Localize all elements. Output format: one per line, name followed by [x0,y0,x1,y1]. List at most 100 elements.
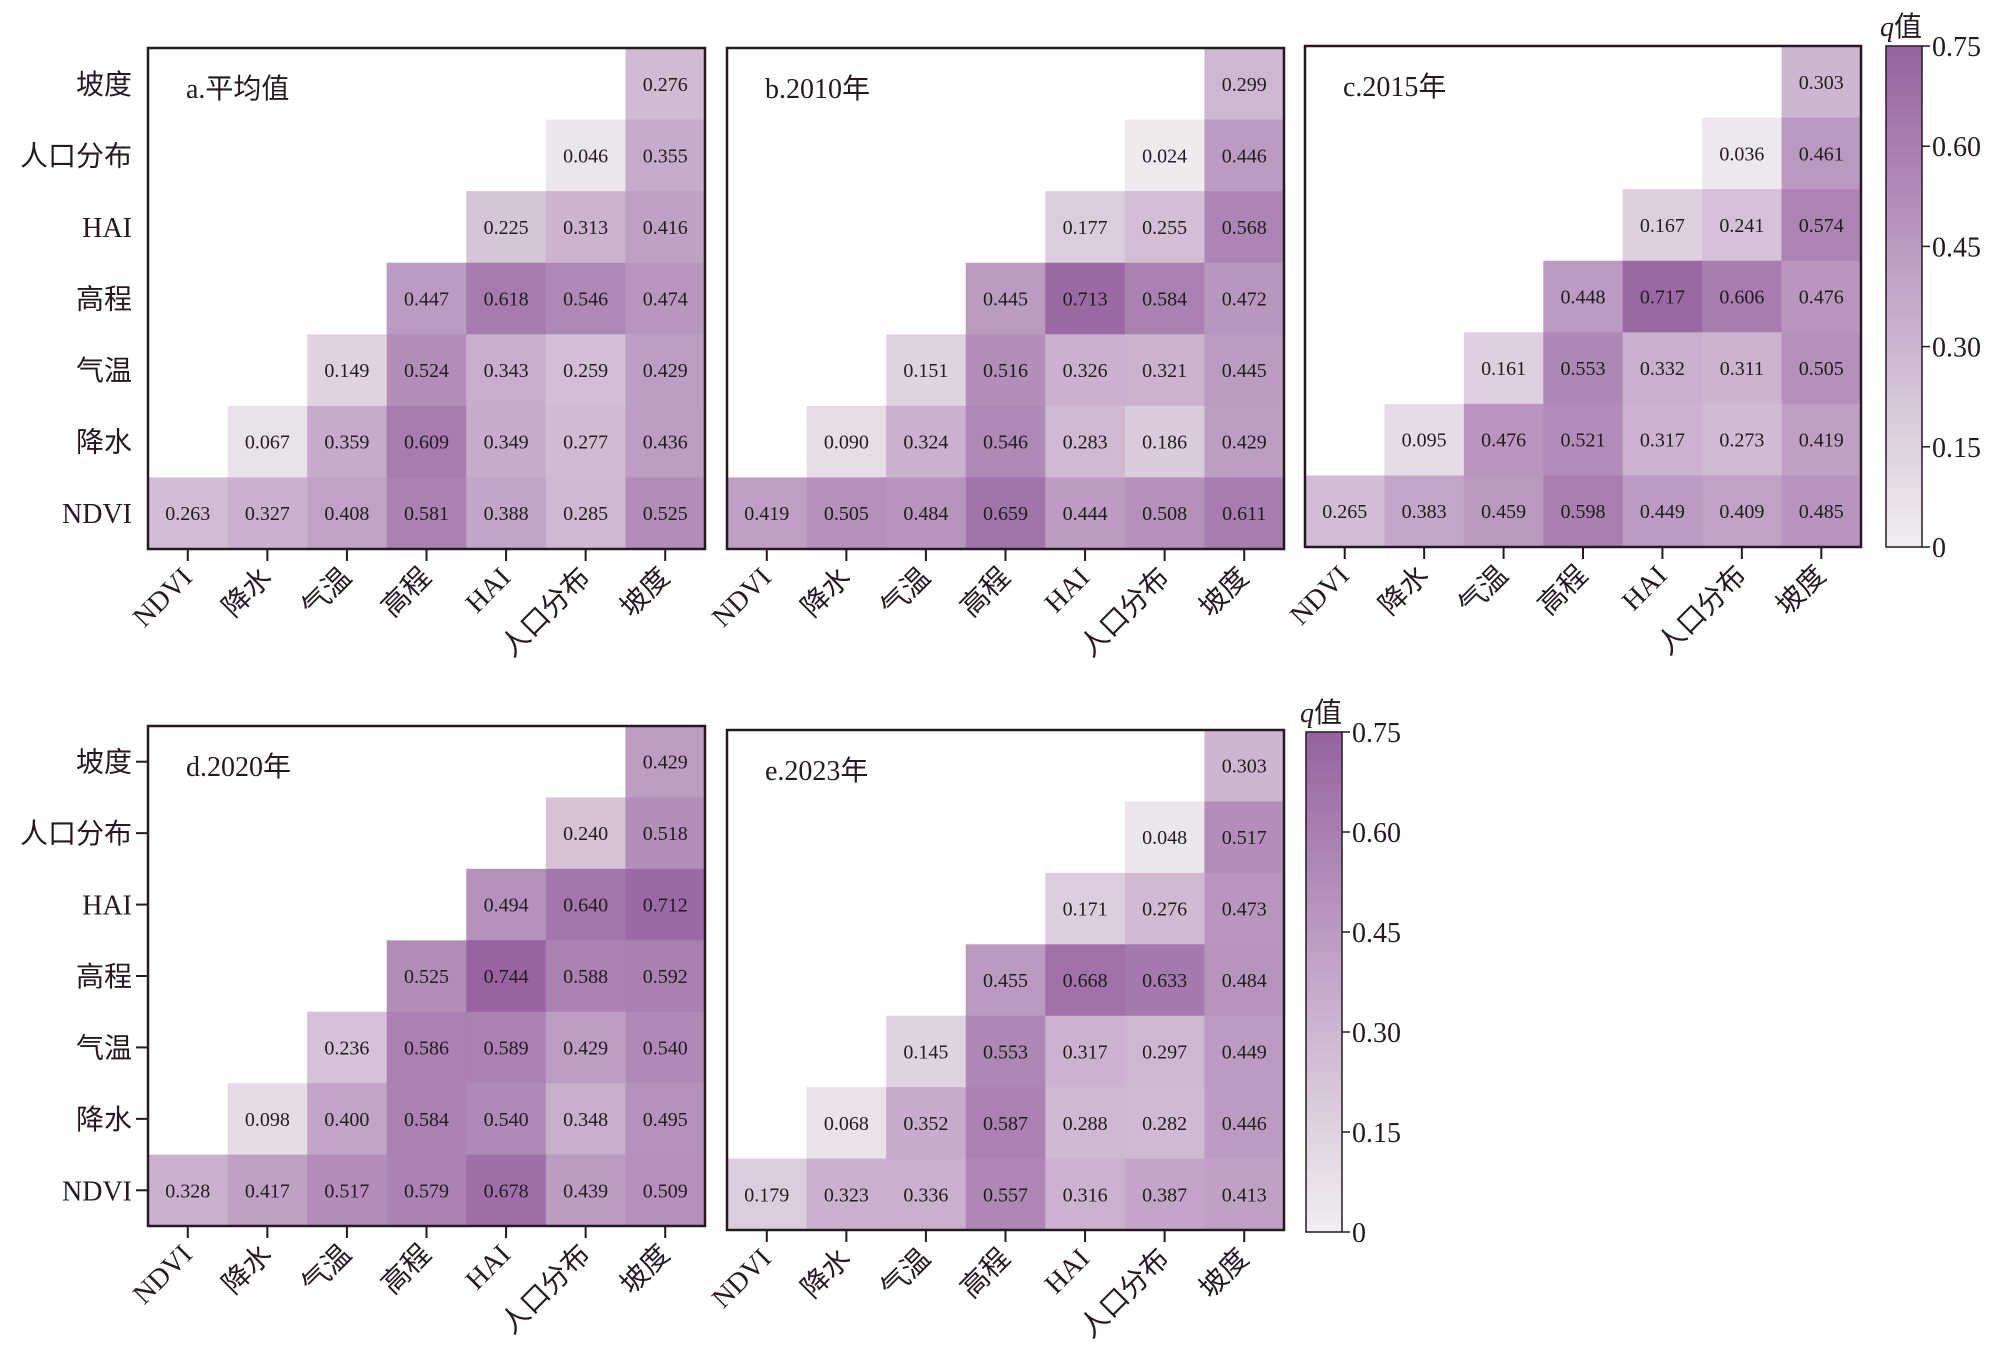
colorbar-segment [1886,136,1922,147]
heatmap-cell [1622,475,1703,548]
colorbar-segment [1306,902,1342,913]
cell-value-label: 0.263 [165,503,210,525]
heatmap-cell [1045,944,1126,1017]
y-tick-label: 降水 [76,1104,132,1136]
heatmap-cell [386,477,467,550]
heatmap-cell [466,1083,547,1156]
heatmap-cell [625,119,706,192]
heatmap-cell [625,334,706,407]
x-tick-label: 坡度 [1770,559,1832,621]
colorbar-segment [1306,752,1342,763]
colorbar-segment [1306,1112,1342,1123]
heatmap-cell [386,1011,467,1084]
colorbar-title-q: q [1300,698,1314,729]
heatmap-cell [1045,191,1126,264]
heatmap-cell [466,477,547,550]
colorbar-segment [1306,972,1342,983]
cell-value-label: 0.387 [1142,1184,1187,1206]
colorbar-segment [1306,1012,1342,1023]
cell-value-label: 0.416 [643,217,688,239]
heatmap-cell [1543,403,1624,476]
x-tick-label: 坡度 [614,1238,676,1300]
heatmap-cell [1124,262,1205,335]
cell-value-label: 0.036 [1719,143,1764,165]
cell-value-label: 0.186 [1142,432,1187,454]
colorbar-segment [1886,326,1922,338]
heatmap-cell [386,334,467,407]
cell-value-label: 0.068 [824,1113,869,1135]
heatmap-cell [1781,403,1862,476]
cell-value-label: 0.717 [1640,287,1685,309]
heatmap-cell [1124,119,1205,192]
heatmap-cell [886,477,967,550]
cell-value-label: 0.524 [404,360,449,382]
cell-value-label: 0.285 [563,503,608,525]
cell-value-label: 0.678 [484,1180,529,1202]
cell-value-label: 0.328 [165,1180,210,1202]
colorbar-segment [1886,436,1922,448]
heatmap-cell [1781,332,1862,405]
cell-value-label: 0.316 [1063,1184,1108,1206]
cell-value-label: 0.640 [563,895,608,917]
x-tick-label: 人口分布 [495,561,597,663]
cell-value-label: 0.276 [643,74,688,96]
heatmap-cell [965,262,1046,335]
heatmap-cell [1781,475,1862,548]
colorbar-segment [1886,426,1922,438]
heatmap-cell [625,262,706,335]
colorbar-segment [1886,486,1922,498]
colorbar-segment [1886,536,1922,548]
heatmap-cell [1045,1015,1126,1088]
x-tick-label: 坡度 [614,561,676,623]
heatmap-cell [727,1158,808,1231]
cell-value-label: 0.485 [1799,501,1844,523]
cell-value-label: 0.540 [484,1109,529,1131]
cell-value-label: 0.589 [484,1037,529,1059]
cell-value-label: 0.505 [824,503,869,525]
panel-title: c.2015年 [1343,71,1446,103]
colorbar-segment [1886,506,1922,518]
colorbar-segment [1306,862,1342,873]
colorbar-segment [1886,396,1922,408]
heatmap-cell [1124,1158,1205,1231]
cell-value-label: 0.095 [1402,430,1447,452]
cell-value-label: 0.277 [563,432,608,454]
heatmap-cell [148,1154,229,1227]
cell-value-label: 0.336 [903,1184,948,1206]
cell-value-label: 0.579 [404,1180,449,1202]
heatmap-cell [1543,475,1624,548]
cell-value-label: 0.349 [484,432,529,454]
colorbar-segment [1886,176,1922,187]
cell-value-label: 0.236 [324,1037,369,1059]
colorbar-title: q值 [1300,697,1342,729]
heatmap-cell [965,334,1046,407]
cell-value-label: 0.408 [324,503,369,525]
colorbar-segment [1886,196,1922,207]
colorbar-segment [1886,46,1922,57]
colorbar-segment [1886,126,1922,137]
cell-value-label: 0.447 [404,289,449,311]
colorbar-segment [1886,516,1922,528]
cell-value-label: 0.352 [903,1113,948,1135]
x-tick-label: HAI [1039,562,1096,619]
heatmap-cell [1124,801,1205,874]
colorbar-segment [1886,406,1922,418]
colorbar-segment [1306,762,1342,773]
colorbar-segment [1306,1202,1342,1213]
colorbar-segment [1886,116,1922,127]
heatmap-cell [1045,872,1126,945]
heatmap-cell [545,334,626,407]
cell-value-label: 0.419 [1799,430,1844,452]
cell-value-label: 0.313 [563,217,608,239]
heatmap-cell [886,405,967,478]
colorbar-segment [1886,386,1922,398]
heatmap-cell [307,1154,388,1227]
y-tick-label: 气温 [76,1032,132,1064]
x-tick-label: NDVI [1284,560,1355,631]
colorbar-segment [1306,1052,1342,1063]
heatmap-cell [545,191,626,264]
heatmap-cell [466,1154,547,1227]
x-tick-label: 高程 [954,1242,1016,1304]
colorbar-title-q: q [1880,12,1894,43]
cell-value-label: 0.161 [1481,358,1526,380]
